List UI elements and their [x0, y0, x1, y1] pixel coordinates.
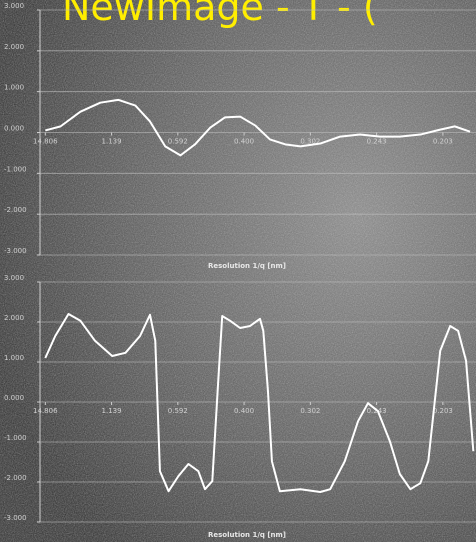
x-tick-label: 0.400	[234, 138, 254, 146]
x-tick-label: 0.592	[168, 407, 188, 415]
x-tick-label: 0.592	[168, 138, 188, 146]
x-axis-label: Resolution 1/q [nm]	[208, 531, 286, 539]
y-tick-label: -3.000	[4, 514, 27, 522]
noise	[0, 0, 476, 542]
y-tick-label: 2.000	[4, 314, 24, 322]
image-title: NewImage - T - (	[62, 0, 378, 29]
x-tick-label: 0.302	[300, 407, 320, 415]
x-tick-label: 14.806	[33, 138, 58, 146]
x-axis-label: Resolution 1/q [nm]	[208, 262, 286, 270]
y-tick-label: 0.000	[4, 125, 24, 133]
page: NewImage - T - ( -3.000 -2.000 -1.000 0.000…	[0, 0, 476, 542]
y-tick-label: -1.000	[4, 434, 27, 442]
y-tick-label: 2.000	[4, 43, 24, 51]
y-tick-label: -2.000	[4, 206, 27, 214]
screenshot: NewImage - T - ( -3.000 -2.000 -1.000 0.000…	[0, 0, 476, 542]
x-tick-label: 14.806	[33, 407, 58, 415]
y-tick-label: -3.000	[4, 247, 27, 255]
y-tick-label: 1.000	[4, 354, 24, 362]
y-tick-label: -2.000	[4, 474, 27, 482]
y-tick-label: -1.000	[4, 165, 27, 173]
y-tick-label: 1.000	[4, 84, 24, 92]
y-tick-label: 3.000	[4, 2, 24, 10]
x-tick-label: 0.400	[234, 407, 254, 415]
x-tick-label: 0.203	[433, 407, 453, 415]
y-tick-label: 3.000	[4, 274, 24, 282]
x-tick-label: 1.139	[102, 138, 122, 146]
x-tick-label: 1.139	[102, 407, 122, 415]
y-tick-label: 0.000	[4, 394, 24, 402]
x-tick-label: 0.243	[367, 138, 387, 146]
x-tick-label: 0.203	[433, 138, 453, 146]
